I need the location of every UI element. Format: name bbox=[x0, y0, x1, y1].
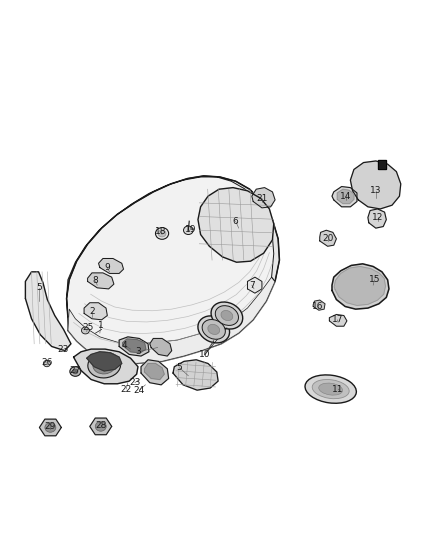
Polygon shape bbox=[25, 272, 71, 351]
Text: 3: 3 bbox=[135, 348, 141, 356]
Polygon shape bbox=[332, 187, 357, 207]
Text: 29: 29 bbox=[45, 422, 56, 431]
Polygon shape bbox=[350, 161, 401, 209]
Ellipse shape bbox=[43, 360, 50, 367]
Text: 5: 5 bbox=[36, 284, 42, 292]
Ellipse shape bbox=[319, 383, 343, 395]
Ellipse shape bbox=[45, 423, 56, 432]
Polygon shape bbox=[39, 419, 61, 436]
Polygon shape bbox=[334, 266, 385, 305]
Ellipse shape bbox=[305, 375, 357, 403]
Text: 24: 24 bbox=[134, 386, 145, 394]
Text: 1: 1 bbox=[98, 321, 104, 329]
Text: 23: 23 bbox=[129, 378, 141, 387]
Ellipse shape bbox=[202, 319, 225, 340]
Polygon shape bbox=[252, 188, 275, 208]
Polygon shape bbox=[247, 277, 262, 293]
Ellipse shape bbox=[70, 367, 81, 376]
Ellipse shape bbox=[158, 230, 166, 237]
Text: 15: 15 bbox=[369, 276, 380, 284]
Polygon shape bbox=[74, 349, 138, 384]
Text: 6: 6 bbox=[233, 217, 239, 225]
Polygon shape bbox=[141, 360, 169, 385]
Text: 8: 8 bbox=[92, 277, 99, 285]
Text: 14: 14 bbox=[340, 192, 352, 200]
Text: 4: 4 bbox=[122, 341, 127, 350]
Text: 9: 9 bbox=[104, 263, 110, 272]
Polygon shape bbox=[320, 230, 336, 246]
Polygon shape bbox=[378, 160, 386, 169]
Text: 21: 21 bbox=[256, 194, 268, 203]
Ellipse shape bbox=[221, 311, 233, 320]
Polygon shape bbox=[198, 188, 274, 262]
Polygon shape bbox=[68, 277, 275, 364]
Polygon shape bbox=[313, 300, 325, 310]
Polygon shape bbox=[173, 360, 218, 390]
Ellipse shape bbox=[95, 422, 106, 431]
Polygon shape bbox=[337, 189, 354, 204]
Polygon shape bbox=[84, 303, 107, 320]
Ellipse shape bbox=[155, 228, 169, 239]
Text: 23: 23 bbox=[57, 345, 68, 353]
Polygon shape bbox=[145, 364, 164, 379]
Ellipse shape bbox=[93, 356, 116, 374]
Polygon shape bbox=[329, 314, 347, 326]
Polygon shape bbox=[150, 338, 172, 356]
Text: 17: 17 bbox=[332, 316, 343, 324]
Polygon shape bbox=[90, 418, 112, 435]
Ellipse shape bbox=[88, 352, 120, 378]
Text: 22: 22 bbox=[120, 385, 132, 393]
Polygon shape bbox=[87, 352, 122, 371]
Ellipse shape bbox=[184, 226, 193, 235]
Ellipse shape bbox=[198, 316, 230, 343]
Polygon shape bbox=[99, 259, 124, 273]
Polygon shape bbox=[67, 176, 279, 364]
Ellipse shape bbox=[215, 305, 238, 326]
Ellipse shape bbox=[312, 379, 349, 399]
Text: 28: 28 bbox=[95, 421, 106, 430]
Polygon shape bbox=[88, 273, 114, 289]
Text: 5: 5 bbox=[177, 364, 183, 372]
Polygon shape bbox=[119, 337, 149, 356]
Text: 12: 12 bbox=[372, 213, 383, 222]
Text: 16: 16 bbox=[312, 302, 323, 311]
Ellipse shape bbox=[73, 369, 78, 374]
Ellipse shape bbox=[208, 325, 220, 334]
Text: 25: 25 bbox=[82, 324, 93, 332]
Text: 26: 26 bbox=[41, 358, 53, 367]
Ellipse shape bbox=[81, 327, 89, 334]
Text: 10: 10 bbox=[199, 350, 211, 359]
Text: 27: 27 bbox=[70, 366, 81, 375]
Polygon shape bbox=[332, 264, 389, 309]
Ellipse shape bbox=[211, 302, 243, 329]
Text: 13: 13 bbox=[370, 187, 381, 195]
Text: 11: 11 bbox=[332, 385, 344, 393]
Text: 20: 20 bbox=[322, 235, 333, 243]
Polygon shape bbox=[123, 339, 146, 353]
Text: 7: 7 bbox=[249, 281, 255, 289]
Text: 2: 2 bbox=[89, 308, 95, 316]
Text: 18: 18 bbox=[155, 228, 167, 236]
Polygon shape bbox=[368, 209, 386, 228]
Text: 19: 19 bbox=[185, 225, 196, 233]
Polygon shape bbox=[67, 176, 279, 317]
